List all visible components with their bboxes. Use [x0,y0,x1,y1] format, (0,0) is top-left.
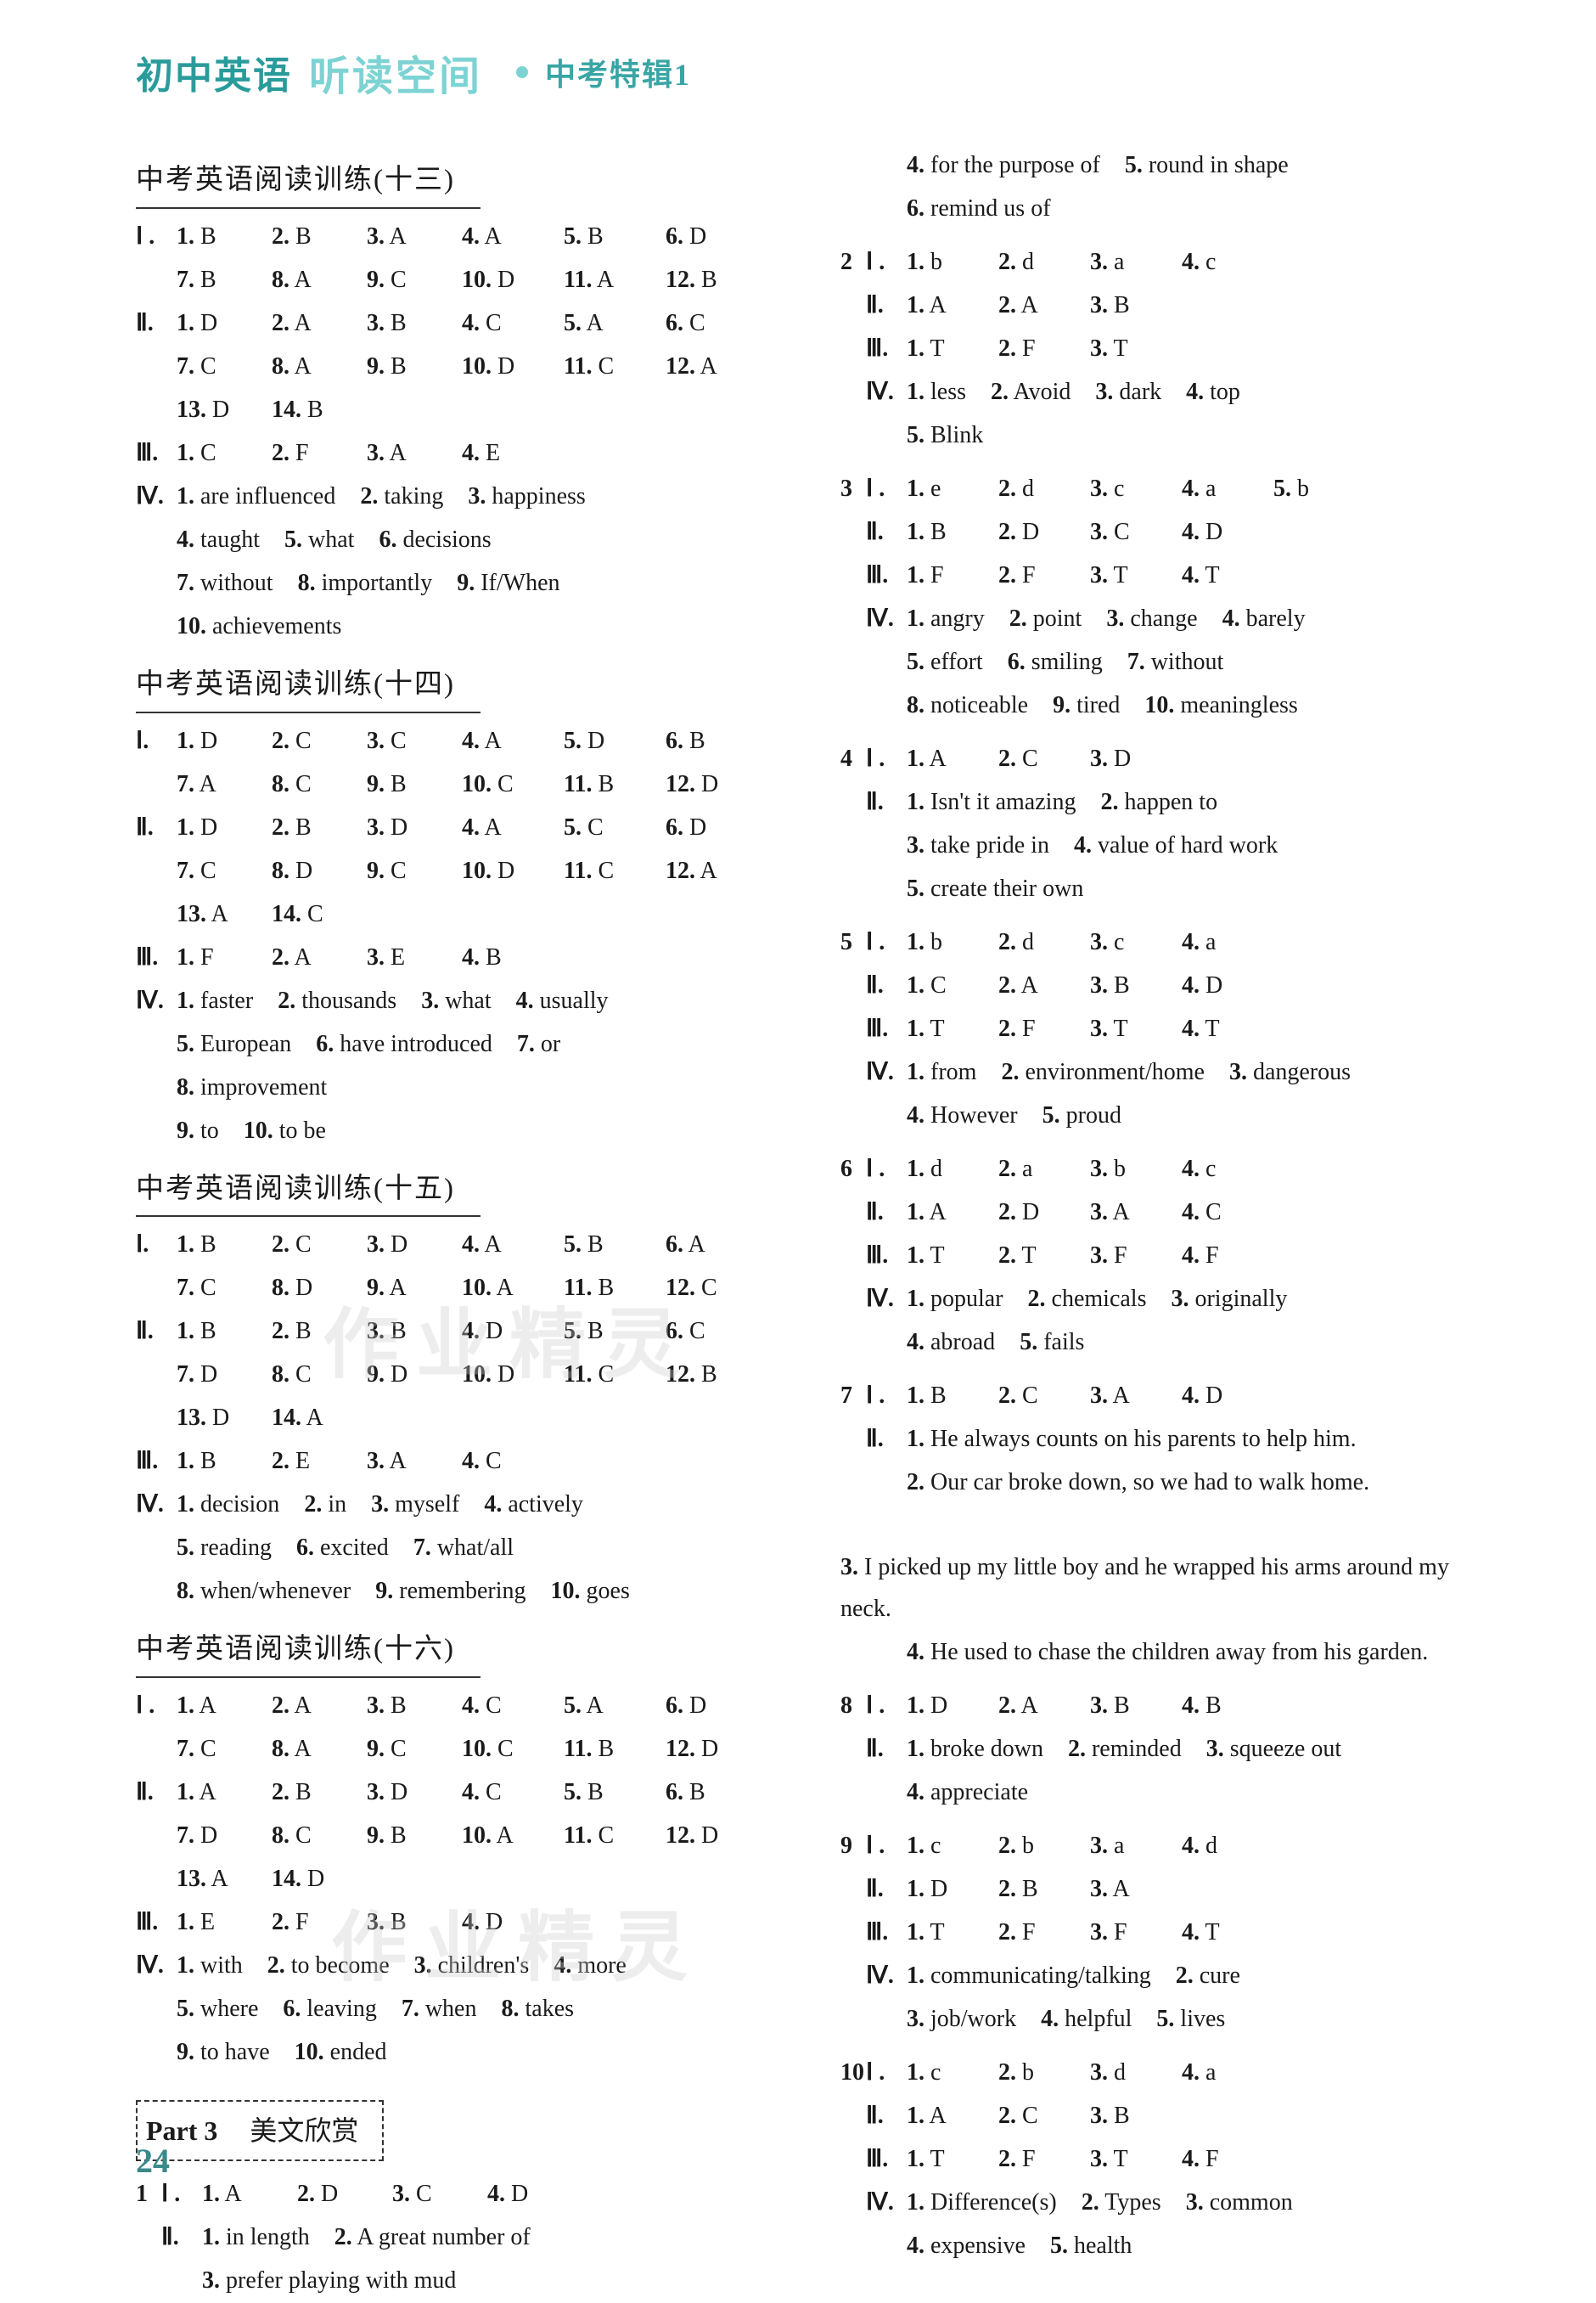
section-title-13: 中考英语阅读训练(十三) [136,156,480,209]
s14-body: Ⅰ.1. D2. C3. C4. A5. D6. B7. A8. C9. B10… [136,720,798,1152]
section-title-14: 中考英语阅读训练(十四) [136,661,480,713]
bullet-icon [516,66,528,78]
s15-body: Ⅰ.1. B2. C3. D4. A5. B6. A7. C8. D9. A10… [136,1224,798,1612]
header-sub: 听读空间 [309,42,482,102]
p3-1-body: 1Ⅰ .1. A2. D3. C4. DⅡ.1. in length 2. A … [136,2173,798,2301]
section-title-16: 中考英语阅读训练(十六) [136,1625,480,1678]
left-column: 中考英语阅读训练(十三) Ⅰ .1. B2. B3. A4. A5. B6. D… [136,144,798,2303]
page-header: 初中英语 听读空间 中考特辑1 [136,42,1503,102]
right-column: 4. for the purpose of 5. round in shape … [840,144,1503,2303]
section-title-15: 中考英语阅读训练(十五) [136,1165,480,1218]
content-columns: 中考英语阅读训练(十三) Ⅰ .1. B2. B3. A4. A5. B6. D… [136,144,1503,2303]
part3-header: Part 3 美文欣赏 [136,2100,384,2161]
s13-body: Ⅰ .1. B2. B3. A4. A5. B6. D7. B8. A9. C1… [136,216,798,647]
part3-title: 美文欣赏 [250,2115,358,2146]
s16-body: Ⅰ .1. A2. A3. B4. C5. A6. D7. C8. A9. C1… [136,1685,798,2073]
header-main: 初中英语 [136,45,292,99]
page-number: 24 [136,2141,170,2181]
header-tag: 中考特辑1 [545,50,691,94]
